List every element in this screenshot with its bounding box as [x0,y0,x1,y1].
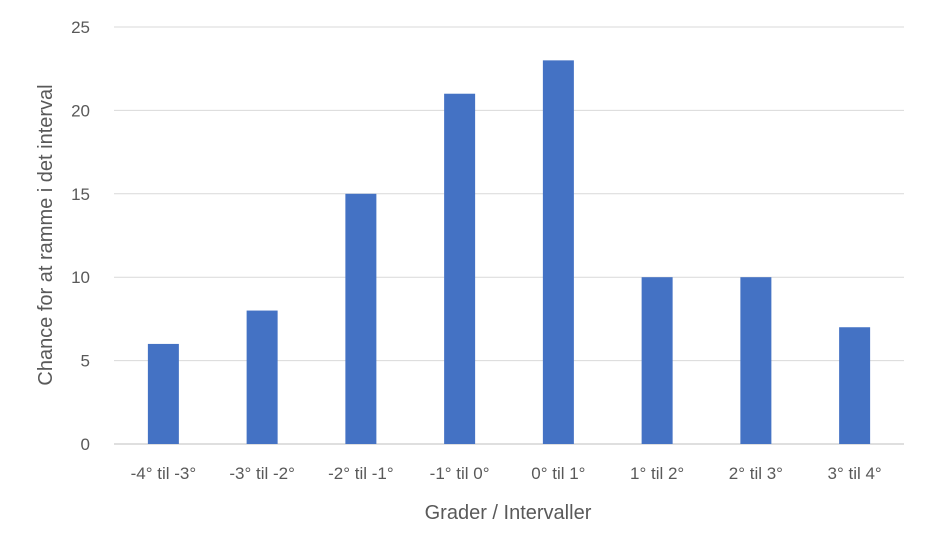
y-axis-title: Chance for at ramme i det interval [35,84,57,385]
bar [641,277,673,444]
x-tick-label: 2° til 3° [729,464,783,483]
x-tick-label: -1° til 0° [430,464,490,483]
bar [839,327,871,444]
bar [444,93,476,444]
gridlines [114,26,904,445]
bar [246,310,278,444]
x-tick-label: -4° til -3° [131,464,197,483]
y-tick-label: 0 [81,435,90,454]
y-tick-label: 20 [71,101,90,120]
bars [147,60,871,445]
bar [740,277,772,444]
x-tick-label: 3° til 4° [828,464,882,483]
x-tick-label: 0° til 1° [531,464,585,483]
x-axis-title: Grader / Intervaller [425,502,592,524]
y-tick-label: 15 [71,185,90,204]
y-tick-label: 25 [71,18,90,37]
x-tick-label: 1° til 2° [630,464,684,483]
x-axis-ticks: -4° til -3° -3° til -2° -2° til -1° -1° til… [131,464,882,483]
x-tick-label: -2° til -1° [328,464,394,483]
x-tick-label: -3° til -2° [229,464,295,483]
y-tick-label: 5 [81,352,90,371]
bar [345,193,377,444]
y-axis-ticks: 0 5 10 15 20 25 [71,18,90,454]
bar [542,60,574,445]
y-tick-label: 10 [71,268,90,287]
bar [147,343,179,444]
